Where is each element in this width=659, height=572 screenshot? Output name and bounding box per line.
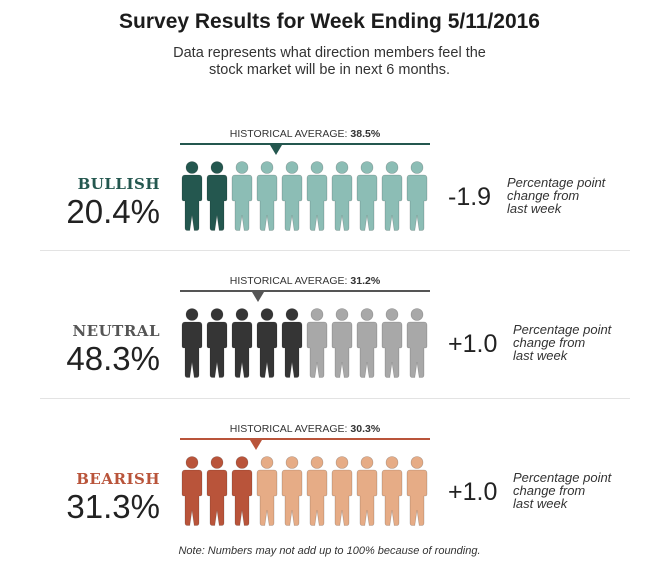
historical-average-label: HISTORICAL AVERAGE: 38.5% — [180, 128, 430, 140]
person-icon-filled — [206, 161, 228, 231]
bullish-section: HISTORICAL AVERAGE: 38.5% BULLISH 20.4% … — [40, 128, 630, 268]
historical-average-prefix: HISTORICAL AVERAGE: — [229, 128, 348, 140]
sentiment-label: BEARISH — [76, 470, 160, 488]
historical-average-line — [180, 438, 430, 440]
change-note-line-2: change from — [507, 188, 580, 203]
historical-average-value: 38.5% — [350, 128, 381, 140]
person-icon-filled — [181, 308, 203, 378]
weekly-change-note: Percentage point change from last week — [513, 323, 643, 362]
pictogram-row — [181, 456, 441, 526]
historical-average-marker — [270, 145, 283, 155]
person-icon-empty — [256, 456, 278, 526]
subtitle-line-1: Data represents what direction members f… — [173, 45, 486, 61]
historical-average-label: HISTORICAL AVERAGE: 31.2% — [180, 275, 430, 287]
weekly-change-value: +1.0 — [448, 478, 498, 506]
person-icon-filled — [181, 456, 203, 526]
chart-subtitle: Data represents what direction members f… — [0, 45, 659, 79]
person-icon-empty — [331, 308, 353, 378]
change-note-line-2: change from — [513, 335, 586, 350]
person-icon-empty — [406, 161, 428, 231]
section-divider — [40, 250, 630, 251]
change-note-line-2: change from — [513, 483, 586, 498]
person-icon-empty — [406, 308, 428, 378]
sentiment-percentage: 20.4% — [66, 193, 160, 230]
historical-average-prefix: HISTORICAL AVERAGE: — [229, 423, 348, 435]
chart-title: Survey Results for Week Ending 5/11/2016 — [119, 10, 540, 33]
person-icon-filled — [256, 308, 278, 378]
section-divider — [40, 398, 630, 399]
person-icon-empty — [306, 308, 328, 378]
person-icon-empty — [256, 161, 278, 231]
pictogram-row — [181, 161, 441, 231]
person-icon-filled — [281, 308, 303, 378]
person-icon-filled — [181, 161, 203, 231]
historical-average-value: 31.2% — [350, 275, 381, 287]
weekly-change-value: -1.9 — [448, 183, 492, 211]
change-note-line-1: Percentage point — [513, 470, 612, 485]
person-icon-empty — [356, 456, 378, 526]
sentiment-percentage: 48.3% — [66, 340, 160, 377]
sentiment-label: BULLISH — [77, 175, 160, 193]
historical-average-line — [180, 290, 430, 292]
sentiment-percentage: 31.3% — [66, 488, 160, 525]
person-icon-empty — [306, 456, 328, 526]
person-icon-empty — [406, 456, 428, 526]
historical-average-marker — [252, 292, 264, 302]
historical-average-line — [180, 143, 430, 145]
person-icon-filled — [231, 456, 253, 526]
historical-average-label: HISTORICAL AVERAGE: 30.3% — [180, 423, 430, 435]
neutral-section: HISTORICAL AVERAGE: 31.2% NEUTRAL 48.3% … — [40, 275, 630, 415]
person-icon-filled — [231, 308, 253, 378]
pictogram-row — [181, 308, 441, 378]
person-icon-empty — [381, 456, 403, 526]
bearish-section: HISTORICAL AVERAGE: 30.3% BEARISH 31.3% … — [40, 423, 630, 563]
change-note-line-1: Percentage point — [513, 322, 612, 337]
weekly-change-note: Percentage point change from last week — [507, 176, 637, 215]
person-icon-empty — [356, 161, 378, 231]
person-icon-empty — [231, 161, 253, 231]
person-icon-empty — [381, 308, 403, 378]
person-icon-empty — [356, 308, 378, 378]
weekly-change-note: Percentage point change from last week — [513, 471, 643, 510]
change-note-line-3: last week — [513, 496, 568, 511]
sentiment-label: NEUTRAL — [72, 322, 160, 340]
person-icon-empty — [331, 456, 353, 526]
person-icon-filled — [206, 308, 228, 378]
historical-average-marker — [249, 440, 262, 450]
person-icon-empty — [281, 161, 303, 231]
subtitle-line-2: stock market will be in next 6 months. — [209, 62, 450, 78]
historical-average-prefix: HISTORICAL AVERAGE: — [229, 275, 348, 287]
person-icon-filled — [206, 456, 228, 526]
change-note-line-3: last week — [513, 348, 568, 363]
person-icon-empty — [331, 161, 353, 231]
change-note-line-3: last week — [507, 201, 562, 216]
weekly-change-value: +1.0 — [448, 330, 498, 358]
person-icon-empty — [381, 161, 403, 231]
change-note-line-1: Percentage point — [507, 175, 606, 190]
historical-average-value: 30.3% — [350, 423, 381, 435]
person-icon-empty — [281, 456, 303, 526]
person-icon-empty — [306, 161, 328, 231]
footnote: Note: Numbers may not add up to 100% bec… — [178, 545, 481, 557]
